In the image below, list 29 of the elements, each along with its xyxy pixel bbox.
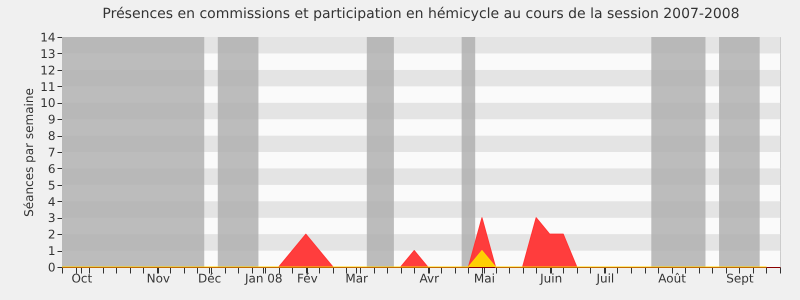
y-tick-label: 8 [48, 129, 56, 144]
y-tick-label: 9 [48, 112, 56, 127]
y-tick-label: 13 [40, 46, 56, 61]
chart-title: Présences en commissions et participation en hémicycle au cours de la session 2007-2008 [102, 6, 740, 22]
y-tick-label: 3 [48, 211, 56, 226]
y-tick-label: 12 [40, 63, 56, 78]
x-tick-label: Août [658, 272, 686, 286]
y-tick-label: 0 [48, 260, 56, 274]
x-tick-label: Oct [71, 272, 93, 286]
x-tick-label: Fév [296, 272, 318, 286]
x-tick-label: Mar [345, 272, 368, 286]
x-tick-label: Nov [146, 272, 170, 286]
y-tick-label: 14 [40, 30, 56, 44]
x-tick-label: Jan 08 [244, 272, 283, 286]
y-tick-label: 5 [48, 178, 56, 192]
x-tick-label: Juin [539, 272, 562, 286]
x-tick-label: Juil [595, 272, 614, 286]
y-tick-label: 2 [48, 228, 56, 242]
y-tick-label: 6 [48, 162, 56, 176]
y-tick-label: 1 [48, 244, 56, 258]
y-tick-label: 7 [48, 146, 56, 160]
y-tick-label: 10 [40, 96, 56, 110]
y-axis-title: Séances par semaine [22, 88, 36, 217]
y-tick-label: 4 [48, 194, 56, 209]
x-tick-label: Mai [474, 272, 495, 286]
x-tick-label: Déc [198, 272, 222, 286]
x-tick-label: Avr [419, 272, 440, 286]
y-tick-label: 11 [40, 80, 56, 94]
x-tick-label: Sept [726, 272, 754, 286]
